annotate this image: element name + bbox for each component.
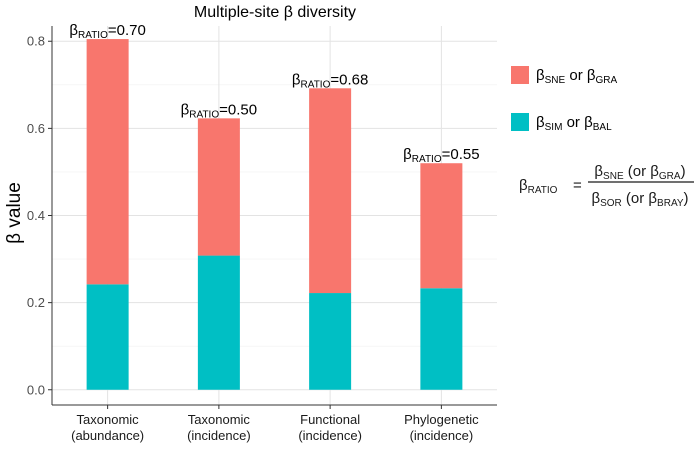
bar-segment-sim-bal [197,255,240,390]
formula-equals: = [573,177,582,194]
legend-key [511,66,529,84]
y-tick-label: 0.2 [27,295,45,310]
formula-denominator: βSOR (or βBRAY) [591,190,688,209]
legend-label: βSNE or βGRA [536,67,618,86]
legend: βSNE or βGRA βSIM or βBAL [511,66,618,133]
formula-lhs: βRATIO [519,177,558,196]
y-tick-label: 0.6 [27,121,45,136]
x-tick-label: Phylogenetic (incidence) [404,412,479,443]
beta-ratio-label: βRATIO=0.50 [181,101,257,120]
bar-segment-sim-bal [309,293,352,390]
formula-numerator: βSNE (or βGRA) [594,163,685,182]
ratio-formula: βRATIO = βSNE (or βGRA) βSOR (or βBRAY) [519,163,694,209]
beta-ratio-label: βRATIO=0.55 [403,146,479,165]
x-tick-label: Taxonomic (incidence) [187,412,251,443]
legend-label: βSIM or βBAL [536,114,612,133]
y-tick-label: 0.4 [27,208,45,223]
bar-segment-sne-gra [420,163,463,289]
x-tick-label: Functional (incidence) [298,412,362,443]
legend-key [511,113,529,131]
plot-panel: 0.0 0.2 0.4 0.6 0.8 βRATIO=0.70 βRATIO=0.50 βRA… [27,22,497,443]
x-tick-label: Taxonomic (abundance) [71,412,144,443]
bar-segment-sne-gra [86,39,129,285]
y-tick-label: 0.8 [27,34,45,49]
beta-ratio-label: βRATIO=0.70 [69,22,145,41]
y-tick-label: 0.0 [27,382,45,397]
bar-segment-sim-bal [420,288,463,390]
chart-title: Multiple-site β diversity [194,4,356,21]
bar-segment-sim-bal [86,284,129,390]
beta-ratio-label: βRATIO=0.68 [292,71,368,90]
y-axis-label: β value [4,182,25,244]
bar-segment-sne-gra [309,88,352,294]
bar-segment-sne-gra [197,118,240,256]
